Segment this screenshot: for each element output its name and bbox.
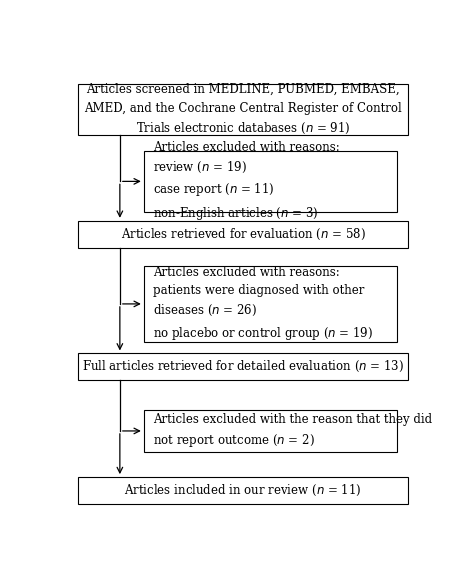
Text: Articles excluded with the reason that they did
not report outcome ($n$ = 2): Articles excluded with the reason that t… <box>153 413 432 449</box>
Text: Articles excluded with reasons:
patients were diagnosed with other
diseases ($n$: Articles excluded with reasons: patients… <box>153 266 373 342</box>
FancyBboxPatch shape <box>78 84 408 135</box>
Text: Articles excluded with reasons:
review ($n$ = 19)
case report ($n$ = 11)
non-Eng: Articles excluded with reasons: review (… <box>153 141 340 222</box>
FancyBboxPatch shape <box>144 151 397 212</box>
FancyBboxPatch shape <box>78 221 408 248</box>
Text: Articles retrieved for evaluation ($n$ = 58): Articles retrieved for evaluation ($n$ =… <box>120 227 365 242</box>
FancyBboxPatch shape <box>78 353 408 380</box>
Text: Articles screened in MEDLINE, PUBMED, EMBASE,
AMED, and the Cochrane Central Reg: Articles screened in MEDLINE, PUBMED, EM… <box>84 83 402 135</box>
FancyBboxPatch shape <box>144 266 397 342</box>
Text: Full articles retrieved for detailed evaluation ($n$ = 13): Full articles retrieved for detailed eva… <box>82 359 404 374</box>
FancyBboxPatch shape <box>144 409 397 453</box>
Text: Articles included in our review ($n$ = 11): Articles included in our review ($n$ = 1… <box>124 483 362 498</box>
FancyBboxPatch shape <box>78 477 408 504</box>
